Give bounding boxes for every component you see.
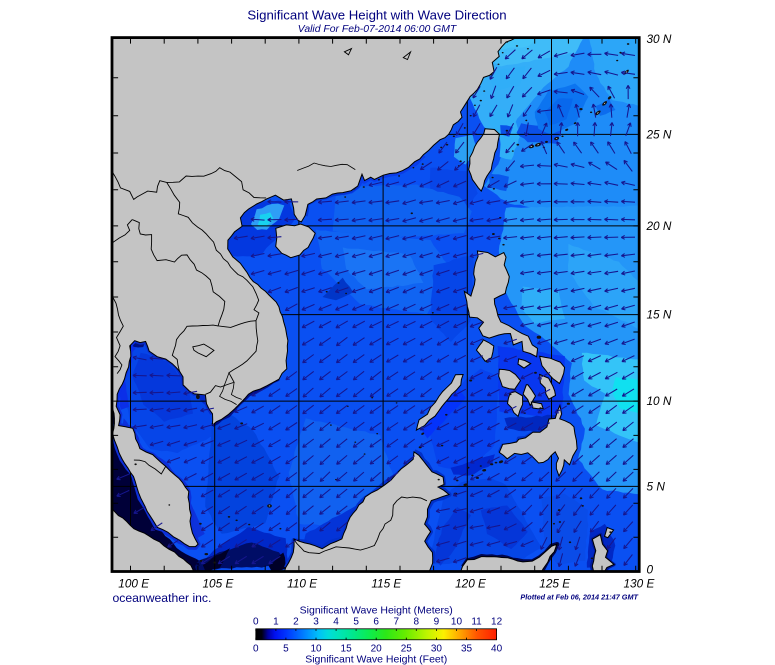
svg-text:5 N: 5 N <box>647 479 666 493</box>
svg-text:12: 12 <box>491 617 503 628</box>
svg-text:5: 5 <box>283 644 289 655</box>
svg-text:10 N: 10 N <box>647 394 672 408</box>
svg-text:25 N: 25 N <box>646 127 672 141</box>
svg-text:110 E: 110 E <box>287 577 317 591</box>
svg-text:0: 0 <box>253 617 259 628</box>
svg-text:5: 5 <box>353 617 359 628</box>
svg-text:100 E: 100 E <box>118 577 149 591</box>
svg-text:Plotted at Feb 06, 2014 21:47: Plotted at Feb 06, 2014 21:47 GMT <box>520 593 638 602</box>
svg-text:40: 40 <box>491 644 503 655</box>
svg-text:30 N: 30 N <box>647 32 672 46</box>
svg-text:15: 15 <box>341 644 353 655</box>
svg-text:20 N: 20 N <box>646 219 672 233</box>
svg-text:10: 10 <box>310 644 322 655</box>
svg-text:35: 35 <box>461 644 473 655</box>
svg-text:120 E: 120 E <box>455 577 486 591</box>
svg-text:105 E: 105 E <box>203 577 234 591</box>
svg-text:11: 11 <box>471 617 482 628</box>
svg-text:0: 0 <box>253 644 259 655</box>
svg-text:10: 10 <box>451 617 463 628</box>
svg-text:2: 2 <box>293 617 299 628</box>
svg-text:130 E: 130 E <box>624 577 655 591</box>
svg-text:125 E: 125 E <box>539 577 570 591</box>
svg-text:20: 20 <box>371 644 383 655</box>
svg-text:Valid For Feb-07-2014 06:00 GM: Valid For Feb-07-2014 06:00 GMT <box>298 24 457 35</box>
svg-text:9: 9 <box>434 617 440 628</box>
svg-text:3: 3 <box>313 617 319 628</box>
svg-text:Significant Wave Height (Feet): Significant Wave Height (Feet) <box>305 654 447 665</box>
svg-text:15 N: 15 N <box>647 308 672 322</box>
svg-text:oceanweather inc.: oceanweather inc. <box>113 591 212 605</box>
svg-text:7: 7 <box>393 617 399 628</box>
svg-text:Significant Wave Height with W: Significant Wave Height with Wave Direct… <box>247 8 506 23</box>
svg-text:25: 25 <box>401 644 413 655</box>
svg-text:0: 0 <box>647 563 654 577</box>
svg-text:Significant Wave Height (Meter: Significant Wave Height (Meters) <box>300 605 453 617</box>
svg-text:6: 6 <box>373 617 379 628</box>
svg-text:1: 1 <box>273 617 279 628</box>
svg-text:115 E: 115 E <box>371 577 401 591</box>
svg-text:8: 8 <box>414 617 420 628</box>
svg-text:4: 4 <box>333 617 339 628</box>
svg-text:30: 30 <box>431 644 443 655</box>
